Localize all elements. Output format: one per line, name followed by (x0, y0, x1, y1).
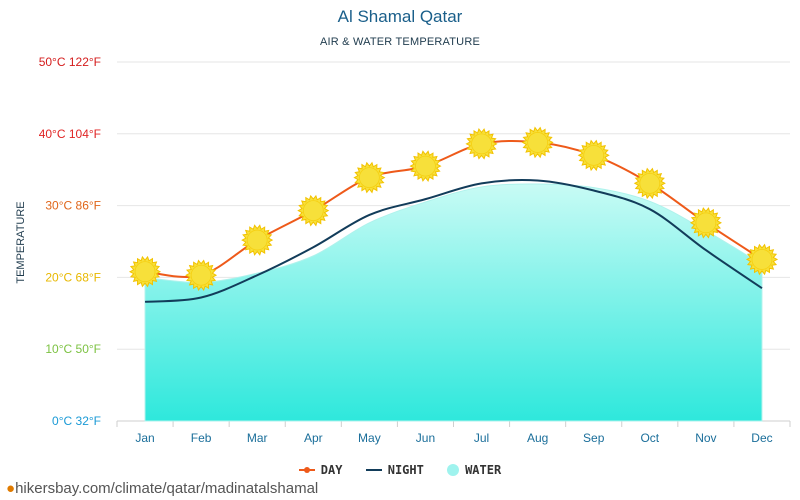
legend-night[interactable]: NIGHT (365, 462, 424, 477)
water-area (144, 183, 763, 422)
chart-title: Al Shamal Qatar (337, 7, 463, 26)
sun-marker (297, 194, 330, 227)
sun-core (358, 167, 380, 188)
y-tick-label: 20°C 68°F (45, 270, 101, 284)
sun-marker (521, 126, 554, 159)
sun-marker (745, 243, 779, 276)
sun-marker (409, 150, 442, 182)
x-tick-label: Jan (135, 431, 154, 445)
legend-day[interactable]: DAY (298, 462, 343, 477)
legend-night-label: NIGHT (387, 462, 424, 477)
sun-marker (633, 167, 666, 200)
legend-night-swatch (365, 469, 382, 471)
sun-core (751, 249, 773, 270)
x-tick-label: Sep (583, 431, 605, 445)
sun-core (583, 144, 605, 166)
x-tick-label: Feb (191, 431, 212, 445)
sun-core (302, 200, 324, 222)
sun-core (190, 264, 212, 286)
sun-core (527, 132, 549, 153)
y-tick-label: 0°C 32°F (52, 414, 101, 428)
x-tick-label: Aug (527, 431, 548, 445)
legend-day-label: DAY (320, 462, 343, 477)
sun-marker (689, 207, 722, 239)
y-axis-title: TEMPERATURE (15, 201, 27, 283)
source-link[interactable]: ●hikersbay.com/climate/qatar/madinatalsh… (6, 480, 318, 497)
sun-core (415, 155, 436, 177)
legend-water[interactable]: WATER (447, 463, 501, 477)
legend: DAY NIGHT WATER (0, 462, 800, 477)
sun-marker (465, 128, 498, 160)
sun-core (639, 172, 661, 194)
sun-marker (577, 139, 610, 172)
y-tick-label: 30°C 86°F (45, 199, 101, 213)
x-tick-label: Dec (751, 431, 772, 445)
sun-marker (241, 224, 274, 256)
sun-marker (353, 161, 386, 194)
y-tick-label: 50°C 122°F (39, 55, 101, 69)
x-tick-label: Jul (474, 431, 489, 445)
x-tick-label: Apr (304, 431, 323, 445)
sun-core (471, 133, 492, 155)
x-tick-label: Nov (695, 431, 716, 445)
legend-day-swatch (298, 467, 315, 473)
sun-core (695, 212, 717, 234)
chart-subtitle: AIR & WATER TEMPERATURE (319, 36, 481, 48)
location-pin-icon: ● (6, 480, 16, 497)
sun-core (134, 261, 156, 283)
sun-core (246, 229, 268, 251)
night-line (144, 178, 763, 303)
legend-water-swatch (447, 464, 460, 476)
sun-marker (128, 255, 162, 288)
x-tick-label: Mar (247, 431, 268, 445)
sun-marker (185, 259, 218, 292)
y-tick-label: 40°C 104°F (39, 127, 101, 141)
y-tick-label: 10°C 50°F (45, 342, 101, 356)
source-link-text: hikersbay.com/climate/qatar/madinatalsha… (15, 480, 319, 497)
legend-water-label: WATER (465, 462, 502, 477)
x-tick-label: Jun (416, 431, 435, 445)
x-tick-label: Oct (640, 431, 659, 445)
x-tick-label: May (358, 431, 381, 445)
